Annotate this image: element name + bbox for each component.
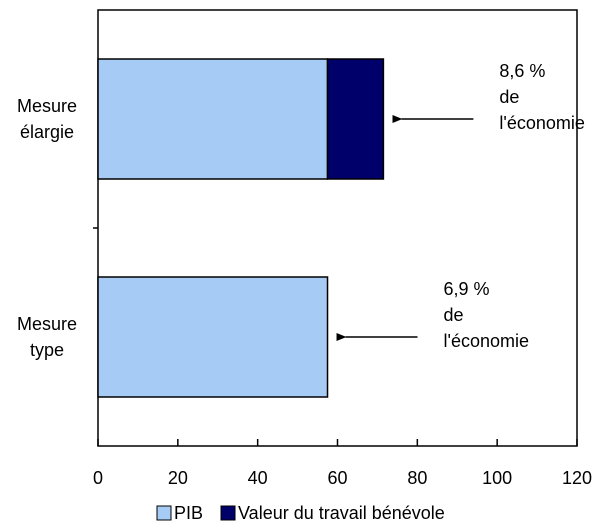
x-tick-label: 20 [168, 468, 188, 488]
annotation-text: l'économie [444, 331, 529, 351]
annotation-text: l'économie [499, 113, 584, 133]
legend-label-pib: PIB [174, 503, 203, 523]
annotation-text: de [444, 305, 464, 325]
bar-pib-mesure-type [98, 277, 328, 397]
bar-valeur-du-travail-benevole-mesure-elargie [328, 59, 384, 179]
legend-swatch-valeur-du-travail-benevole [221, 506, 235, 520]
category-label: type [30, 340, 64, 360]
x-tick-label: 40 [248, 468, 268, 488]
x-tick-label: 80 [407, 468, 427, 488]
annotation-text: de [499, 87, 519, 107]
category-label: Mesure [17, 314, 77, 334]
category-label: élargie [20, 122, 74, 142]
legend-label-valeur-du-travail-benevole: Valeur du travail bénévole [238, 503, 445, 523]
x-tick-label: 0 [93, 468, 103, 488]
x-tick-label: 100 [482, 468, 512, 488]
bar-pib-mesure-elargie [98, 59, 328, 179]
annotation-text: 8,6 % [499, 61, 545, 81]
x-tick-label: 120 [562, 468, 592, 488]
x-tick-label: 60 [327, 468, 347, 488]
legend-swatch-pib [157, 506, 171, 520]
category-label: Mesure [17, 96, 77, 116]
annotation-text: 6,9 % [444, 279, 490, 299]
